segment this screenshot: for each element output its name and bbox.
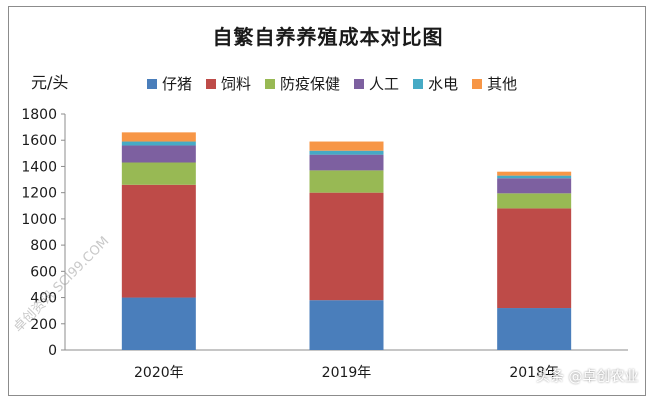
legend-swatch-1: [206, 78, 217, 89]
legend-swatch-0: [147, 78, 157, 89]
legend-label-4: 水电: [428, 75, 459, 93]
bar-0-series-1: [121, 184, 196, 298]
legend-item-0: 仔猪: [147, 73, 192, 94]
bar-0-series-3: [121, 145, 196, 163]
watermark-right: 头条 @卓创农业: [536, 369, 639, 385]
y-tick-label-2: 400: [30, 291, 57, 307]
y-tick-label-0: 0: [48, 343, 57, 359]
chart-legend: 仔猪 饲料 防疫保健 人工 水电 其他: [147, 73, 517, 94]
legend-label-1: 饲料: [221, 75, 252, 93]
bar-1-series-0: [309, 300, 384, 350]
legend-item-5: 其他: [472, 73, 517, 94]
legend-item-3: 人工: [354, 73, 399, 94]
legend-item-2: 防疫保健: [265, 73, 340, 94]
bar-2-series-3: [497, 178, 572, 194]
bar-0-series-0: [121, 297, 196, 350]
chart-title: 自繁自养养殖成本对比图: [212, 25, 444, 49]
legend-label-3: 人工: [369, 75, 400, 93]
y-tick-label-1: 200: [30, 317, 57, 333]
y-tick-label-4: 800: [30, 238, 57, 254]
legend-swatch-5: [472, 78, 483, 89]
legend-item-4: 水电: [413, 73, 458, 94]
y-tick-label-7: 1400: [21, 159, 57, 175]
bar-2-series-5: [497, 171, 572, 176]
legend-swatch-4: [413, 78, 424, 89]
y-tick-label-6: 1200: [21, 186, 57, 202]
y-tick-label-9: 1800: [21, 107, 57, 123]
x-tick-label-0: 2020年: [134, 365, 184, 381]
bar-1-series-1: [309, 192, 384, 301]
bar-0-series-2: [121, 162, 196, 185]
y-axis-unit-label: 元/头: [31, 73, 69, 92]
bar-1-series-3: [309, 154, 384, 171]
bar-2-series-2: [497, 193, 572, 209]
x-tick-label-2: 2018年: [509, 365, 559, 381]
bar-2-series-0: [497, 308, 572, 350]
legend-item-1: 饲料: [206, 73, 251, 94]
legend-swatch-2: [265, 78, 276, 89]
bar-2-series-4: [497, 175, 572, 179]
legend-label-5: 其他: [487, 75, 518, 93]
bar-1-series-5: [309, 141, 384, 151]
legend-label-0: 仔猪: [162, 75, 193, 93]
x-tick-label-1: 2019年: [322, 365, 372, 381]
legend-label-2: 防疫保健: [280, 75, 341, 93]
bar-2-series-1: [497, 208, 572, 309]
bar-1-series-2: [309, 170, 384, 193]
bar-1-series-4: [309, 150, 384, 155]
y-tick-label-3: 600: [30, 264, 57, 280]
bar-0-series-4: [121, 141, 196, 146]
bar-0-series-5: [121, 132, 196, 142]
y-tick-label-5: 1000: [21, 212, 57, 228]
legend-swatch-3: [354, 78, 365, 89]
y-tick-label-8: 1600: [21, 133, 57, 149]
